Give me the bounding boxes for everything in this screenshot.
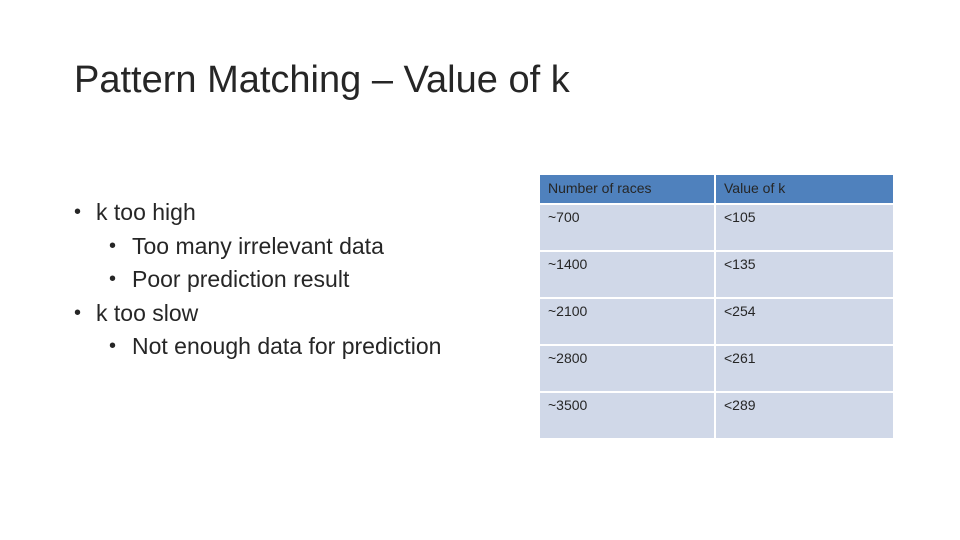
table-row: ~3500 <289 bbox=[540, 391, 893, 438]
data-table: Number of races Value of k ~700 <105 ~14… bbox=[540, 175, 893, 438]
header-cell-races: Number of races bbox=[540, 175, 716, 203]
table-row: ~1400 <135 bbox=[540, 250, 893, 297]
table-body: ~700 <105 ~1400 <135 ~2100 <254 ~2800 <2… bbox=[540, 203, 893, 438]
cell-k: <289 bbox=[716, 391, 893, 438]
bullet-icon: • bbox=[74, 301, 82, 324]
table-row: ~2100 <254 bbox=[540, 297, 893, 344]
bullet-icon: • bbox=[109, 268, 117, 290]
sub-bullet-item: • Poor prediction result bbox=[74, 263, 474, 297]
bullet-item: • k too slow bbox=[74, 297, 474, 331]
cell-k: <261 bbox=[716, 344, 893, 391]
bullet-list: • k too high • Too many irrelevant data … bbox=[74, 196, 474, 364]
cell-races: ~700 bbox=[540, 203, 716, 250]
cell-races: ~2100 bbox=[540, 297, 716, 344]
cell-races: ~3500 bbox=[540, 391, 716, 438]
header-row: Number of races Value of k bbox=[540, 175, 893, 203]
cell-races: ~1400 bbox=[540, 250, 716, 297]
bullet-icon: • bbox=[109, 234, 117, 257]
bullet-icon: • bbox=[74, 201, 82, 223]
cell-k: <135 bbox=[716, 250, 893, 297]
bullet-text: k too high bbox=[96, 199, 196, 225]
bullet-icon: • bbox=[109, 335, 117, 357]
header-cell-k: Value of k bbox=[716, 175, 893, 203]
sub-bullet-item: • Not enough data for prediction bbox=[74, 330, 474, 364]
sub-bullet-item: • Too many irrelevant data bbox=[74, 230, 474, 264]
cell-k: <254 bbox=[716, 297, 893, 344]
bullet-text: Too many irrelevant data bbox=[132, 232, 384, 259]
cell-races: ~2800 bbox=[540, 344, 716, 391]
bullet-text: k too slow bbox=[96, 299, 199, 326]
table-row: ~700 <105 bbox=[540, 203, 893, 250]
table-header: Number of races Value of k bbox=[540, 175, 893, 203]
table-row: ~2800 <261 bbox=[540, 344, 893, 391]
bullet-text: Not enough data for prediction bbox=[132, 333, 442, 359]
bullet-text: Poor prediction result bbox=[132, 266, 350, 292]
bullet-item: • k too high bbox=[74, 196, 474, 230]
slide-title: Pattern Matching – Value of k bbox=[74, 59, 570, 101]
cell-k: <105 bbox=[716, 203, 893, 250]
